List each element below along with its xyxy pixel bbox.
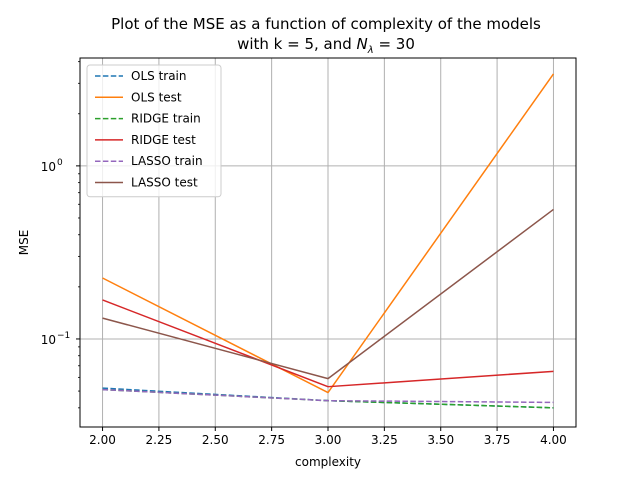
x-tick-label: 3.00 <box>315 433 342 447</box>
x-tick-label: 4.00 <box>540 433 567 447</box>
y-tick-label-base: 10 <box>41 160 56 174</box>
x-tick-label: 2.00 <box>89 433 116 447</box>
subtitle-suffix: = 30 <box>374 35 415 53</box>
y-tick-label-exponent: 0 <box>57 158 63 168</box>
series-line-lasso-train <box>102 388 554 404</box>
chart-title-group: Plot of the MSE as a function of complex… <box>111 15 541 56</box>
chart-title: Plot of the MSE as a function of complex… <box>111 15 541 33</box>
y-tick-label: 10 <box>41 333 56 347</box>
x-tick-label: 2.50 <box>202 433 229 447</box>
legend-label: RIDGE test <box>131 133 196 147</box>
subtitle-subscript: λ <box>367 45 374 56</box>
x-tick-label: 3.75 <box>484 433 511 447</box>
y-axis-label: MSE <box>17 230 31 256</box>
series-lines <box>102 73 555 409</box>
y-tick-label-base: 10 <box>41 333 56 347</box>
x-axis-label: complexity <box>295 455 361 469</box>
subtitle-symbol: N <box>357 35 368 53</box>
legend-label: RIDGE train <box>131 112 201 126</box>
x-tick-label: 2.75 <box>258 433 285 447</box>
legend-label: LASSO train <box>131 154 203 168</box>
plot-area-frame <box>79 57 577 428</box>
y-tick-label-exponent: −1 <box>57 331 70 341</box>
x-tick-label: 2.25 <box>146 433 173 447</box>
y-tick-label: 10 <box>41 160 56 174</box>
subtitle-prefix: with k = 5, and <box>237 35 356 53</box>
legend-label: OLS train <box>131 69 187 83</box>
x-tick-label: 3.50 <box>427 433 454 447</box>
series-line-lasso-test <box>102 208 554 380</box>
x-tick-label: 3.25 <box>371 433 398 447</box>
legend-label: LASSO test <box>131 176 198 190</box>
legend: OLS train OLS test RIDGE train RIDGE test LA… <box>86 64 222 198</box>
series-line-ols-test <box>102 73 555 394</box>
series-line-ridge-test <box>102 299 554 388</box>
chart-subtitle: with k = 5, and Nλ = 30 <box>237 35 415 56</box>
legend-label: OLS test <box>131 90 182 104</box>
